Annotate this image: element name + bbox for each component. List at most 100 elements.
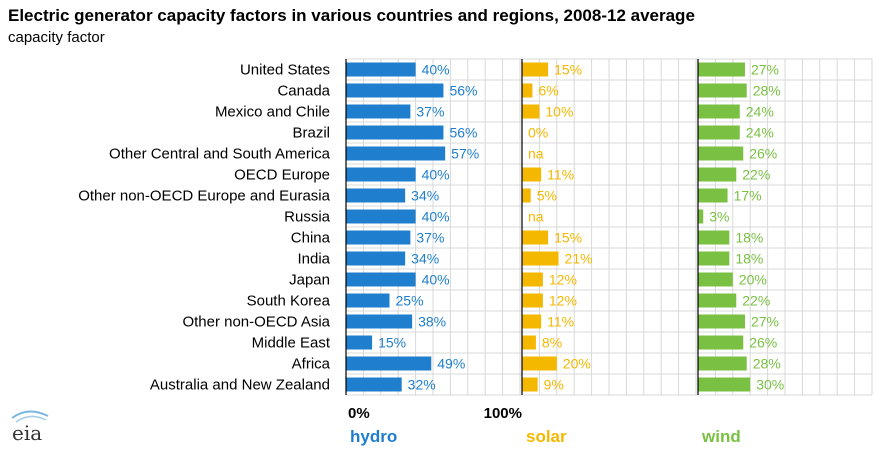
category-label: India: [297, 251, 330, 268]
hydro-data-label: 34%: [411, 251, 439, 267]
solar-bar: [522, 83, 533, 98]
category-label: United States: [240, 62, 330, 79]
hydro-series-label: hydro: [350, 427, 397, 446]
category-label: Japan: [289, 272, 330, 289]
wind-data-label: 27%: [751, 62, 779, 78]
solar-data-label: na: [528, 209, 544, 225]
wind-data-label: 22%: [742, 167, 770, 183]
wind-bar: [698, 167, 737, 182]
wind-data-label: 24%: [746, 104, 774, 120]
hydro-data-label: 49%: [437, 356, 465, 372]
solar-data-label: 15%: [554, 62, 582, 78]
solar-bar: [522, 62, 549, 77]
hydro-data-label: 56%: [449, 125, 477, 141]
hydro-bar: [346, 125, 444, 140]
eia-logo: eia: [8, 408, 52, 448]
wind-bar: [698, 314, 745, 329]
wind-data-label: 26%: [749, 335, 777, 351]
solar-data-label: 20%: [563, 356, 591, 372]
wind-bar: [698, 251, 730, 266]
wind-data-label: 22%: [742, 293, 770, 309]
solar-bar: [522, 377, 538, 392]
solar-bar: [522, 272, 543, 287]
eia-logo-text: eia: [12, 421, 42, 445]
wind-data-label: 27%: [751, 314, 779, 330]
category-label: Russia: [284, 209, 331, 226]
wind-bar: [698, 335, 744, 350]
hydro-data-label: 40%: [422, 209, 450, 225]
solar-data-label: 5%: [537, 188, 557, 204]
hydro-data-label: 40%: [422, 272, 450, 288]
hydro-data-label: 40%: [422, 167, 450, 183]
hydro-bar: [346, 251, 406, 266]
solar-data-label: 0%: [528, 125, 548, 141]
hydro-bar: [346, 167, 416, 182]
hydro-data-label: 37%: [416, 230, 444, 246]
wind-data-label: 18%: [735, 230, 763, 246]
wind-bar: [698, 62, 745, 77]
solar-series-label: solar: [526, 427, 567, 446]
solar-bar: [522, 251, 559, 266]
axis-tick-label: 100%: [484, 405, 522, 422]
wind-data-label: 18%: [735, 251, 763, 267]
hydro-bar: [346, 104, 411, 119]
category-label: South Korea: [247, 293, 331, 310]
hydro-data-label: 38%: [418, 314, 446, 330]
hydro-bar: [346, 356, 432, 371]
category-label: OECD Europe: [234, 167, 330, 184]
solar-bar: [522, 293, 543, 308]
solar-data-label: 12%: [549, 272, 577, 288]
wind-bar: [698, 125, 740, 140]
wind-bar: [698, 377, 751, 392]
solar-data-label: 9%: [544, 377, 564, 393]
solar-data-label: 8%: [542, 335, 562, 351]
hydro-data-label: 34%: [411, 188, 439, 204]
hydro-bar: [346, 146, 446, 161]
hydro-bar: [346, 293, 390, 308]
solar-data-label: 12%: [549, 293, 577, 309]
wind-series-label: wind: [701, 427, 741, 446]
wind-bar: [698, 104, 740, 119]
wind-data-label: 26%: [749, 146, 777, 162]
category-label: Australia and New Zealand: [150, 377, 330, 394]
bar-layer: [346, 62, 751, 392]
wind-data-label: 30%: [756, 377, 784, 393]
solar-bar: [522, 335, 536, 350]
category-label: Middle East: [252, 335, 331, 352]
hydro-data-label: 25%: [396, 293, 424, 309]
wind-bar: [698, 209, 704, 224]
solar-bar: [522, 167, 542, 182]
hydro-bar: [346, 62, 416, 77]
hydro-bar: [346, 83, 444, 98]
hydro-data-label: 32%: [408, 377, 436, 393]
wind-bar: [698, 188, 728, 203]
wind-data-label: 17%: [734, 188, 762, 204]
category-label: Other non-OECD Asia: [182, 314, 330, 331]
hydro-data-label: 37%: [416, 104, 444, 120]
solar-bar: [522, 230, 549, 245]
wind-bar: [698, 272, 733, 287]
solar-data-label: 6%: [538, 83, 558, 99]
solar-data-label: 11%: [547, 167, 574, 183]
category-label: Other Central and South America: [109, 146, 331, 163]
category-label: Mexico and Chile: [215, 104, 330, 121]
hydro-bar: [346, 335, 373, 350]
hydro-data-label: 15%: [378, 335, 406, 351]
category-label: Brazil: [292, 125, 330, 142]
solar-bar: [522, 356, 557, 371]
hydro-bar: [346, 230, 411, 245]
category-label: Africa: [292, 356, 331, 373]
solar-data-label: 11%: [547, 314, 574, 330]
category-label: Canada: [277, 83, 330, 100]
wind-bar: [698, 146, 744, 161]
solar-data-label: 10%: [545, 104, 573, 120]
hydro-data-label: 56%: [449, 83, 477, 99]
wind-data-label: 28%: [753, 356, 781, 372]
hydro-data-label: 40%: [422, 62, 450, 78]
category-label: Other non-OECD Europe and Eurasia: [78, 188, 330, 205]
hydro-bar: [346, 314, 413, 329]
hydro-data-label: 57%: [451, 146, 479, 162]
solar-data-label: 15%: [554, 230, 582, 246]
category-label: China: [291, 230, 331, 247]
